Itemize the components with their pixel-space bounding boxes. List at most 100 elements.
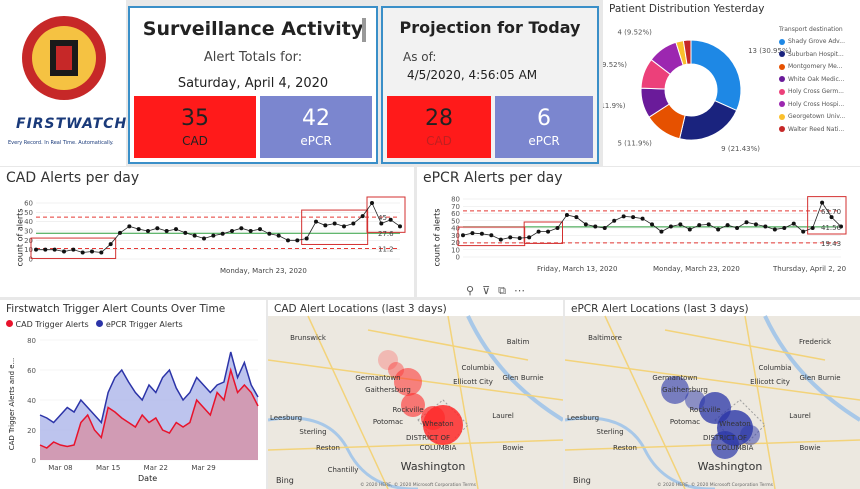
cad-total-card[interactable]: 35 CAD bbox=[134, 96, 256, 158]
data-point[interactable] bbox=[659, 229, 664, 234]
data-point[interactable] bbox=[183, 230, 188, 235]
data-point[interactable] bbox=[583, 222, 588, 227]
legend-item[interactable]: Holy Cross Hospi... bbox=[779, 101, 845, 114]
data-point[interactable] bbox=[498, 237, 503, 242]
legend-item[interactable]: Montgomery Me... bbox=[779, 63, 845, 76]
data-point[interactable] bbox=[602, 226, 607, 230]
data-point[interactable] bbox=[267, 231, 272, 236]
data-point[interactable] bbox=[62, 249, 66, 254]
data-point[interactable] bbox=[820, 200, 825, 205]
series-line[interactable] bbox=[39, 351, 259, 425]
pie-slice[interactable] bbox=[690, 39, 742, 112]
data-point[interactable] bbox=[650, 222, 654, 227]
scrollbar[interactable] bbox=[362, 18, 366, 42]
data-point[interactable] bbox=[668, 224, 673, 229]
data-point[interactable] bbox=[782, 226, 787, 230]
data-point[interactable] bbox=[574, 215, 579, 220]
data-point[interactable] bbox=[621, 214, 626, 219]
data-point[interactable] bbox=[763, 224, 768, 229]
data-point[interactable] bbox=[398, 224, 402, 229]
data-point[interactable] bbox=[744, 220, 749, 225]
legend-item[interactable]: Holy Cross Germ... bbox=[779, 88, 845, 101]
data-point[interactable] bbox=[735, 226, 740, 230]
data-point[interactable] bbox=[555, 226, 560, 230]
data-point[interactable] bbox=[220, 231, 225, 236]
data-point[interactable] bbox=[489, 233, 494, 238]
data-point[interactable] bbox=[753, 222, 758, 227]
data-point[interactable] bbox=[678, 222, 683, 227]
data-point[interactable] bbox=[155, 226, 160, 231]
data-point[interactable] bbox=[99, 250, 104, 255]
data-point[interactable] bbox=[342, 224, 346, 229]
legend-item[interactable]: White Oak Medic... bbox=[779, 76, 845, 89]
data-point[interactable] bbox=[791, 221, 796, 226]
more-options-icon[interactable]: ⋯ bbox=[513, 284, 533, 297]
legend-item[interactable]: Georgetown Univ... bbox=[779, 113, 845, 126]
data-point[interactable] bbox=[146, 229, 150, 233]
epcr-projection-card[interactable]: 6 ePCR bbox=[495, 96, 593, 158]
data-point[interactable] bbox=[295, 238, 300, 243]
data-point[interactable] bbox=[612, 218, 617, 223]
data-point[interactable] bbox=[546, 229, 551, 234]
data-point[interactable] bbox=[52, 247, 57, 252]
series-line[interactable] bbox=[39, 367, 259, 449]
data-point[interactable] bbox=[136, 227, 141, 232]
data-point[interactable] bbox=[536, 229, 541, 234]
data-point[interactable] bbox=[127, 224, 132, 229]
data-point[interactable] bbox=[108, 242, 113, 247]
data-point[interactable] bbox=[716, 227, 721, 232]
data-point[interactable] bbox=[508, 235, 513, 240]
data-point[interactable] bbox=[801, 229, 806, 234]
cad-heat-map[interactable]: Baltim Brunswick Germantown Gaithersburg Roc… bbox=[268, 300, 563, 489]
data-point[interactable] bbox=[527, 235, 532, 240]
data-point[interactable] bbox=[479, 231, 484, 236]
pie-slice[interactable] bbox=[682, 39, 692, 65]
data-point[interactable] bbox=[772, 227, 777, 232]
data-point[interactable] bbox=[286, 238, 290, 243]
legend-item[interactable]: Suburban Hospit... bbox=[779, 51, 845, 64]
data-point[interactable] bbox=[829, 215, 834, 220]
pie-slice[interactable] bbox=[679, 99, 738, 141]
data-point[interactable] bbox=[640, 216, 645, 221]
data-point[interactable] bbox=[839, 224, 843, 229]
data-point[interactable] bbox=[332, 221, 337, 226]
data-point[interactable] bbox=[631, 215, 636, 220]
data-point[interactable] bbox=[43, 247, 48, 252]
data-point[interactable] bbox=[360, 214, 365, 219]
data-point[interactable] bbox=[71, 247, 76, 252]
data-point[interactable] bbox=[323, 223, 328, 228]
data-point[interactable] bbox=[90, 249, 94, 254]
pin-icon[interactable]: ⚲ bbox=[466, 284, 483, 297]
data-point[interactable] bbox=[810, 226, 815, 230]
data-point[interactable] bbox=[370, 201, 374, 205]
data-point[interactable] bbox=[697, 223, 702, 228]
epcr-total-card[interactable]: 42 ePCR bbox=[260, 96, 372, 158]
data-point[interactable] bbox=[211, 233, 216, 238]
data-point[interactable] bbox=[202, 236, 206, 241]
cad-projection-card[interactable]: 28 CAD bbox=[387, 96, 491, 158]
data-point[interactable] bbox=[706, 222, 711, 227]
data-point[interactable] bbox=[80, 250, 85, 255]
data-point[interactable] bbox=[351, 221, 356, 226]
data-point[interactable] bbox=[239, 226, 244, 231]
trend-area-chart[interactable]: 0 20 40 60 80 Mar 08 Mar 15 Mar 22 Mar 29 bbox=[0, 300, 266, 489]
data-point[interactable] bbox=[192, 233, 197, 238]
data-point[interactable] bbox=[470, 231, 475, 236]
data-point[interactable] bbox=[314, 219, 318, 224]
data-point[interactable] bbox=[230, 229, 234, 233]
data-point[interactable] bbox=[248, 229, 253, 233]
data-point[interactable] bbox=[461, 233, 465, 238]
data-point[interactable] bbox=[379, 221, 384, 226]
filter-icon[interactable]: ⊽ bbox=[482, 284, 499, 297]
focus-mode-icon[interactable]: ⧉ bbox=[498, 284, 514, 297]
data-point[interactable] bbox=[687, 227, 692, 232]
data-point[interactable] bbox=[276, 233, 281, 238]
data-point[interactable] bbox=[725, 223, 730, 228]
data-point[interactable] bbox=[164, 229, 169, 233]
epcr-heat-map[interactable]: Frederick Baltimore Germantown Gaithersburg… bbox=[565, 300, 860, 489]
data-point[interactable] bbox=[258, 227, 262, 232]
data-point[interactable] bbox=[304, 236, 309, 241]
data-point[interactable] bbox=[118, 230, 122, 235]
legend-item[interactable]: Walter Reed Nati... bbox=[779, 126, 845, 139]
